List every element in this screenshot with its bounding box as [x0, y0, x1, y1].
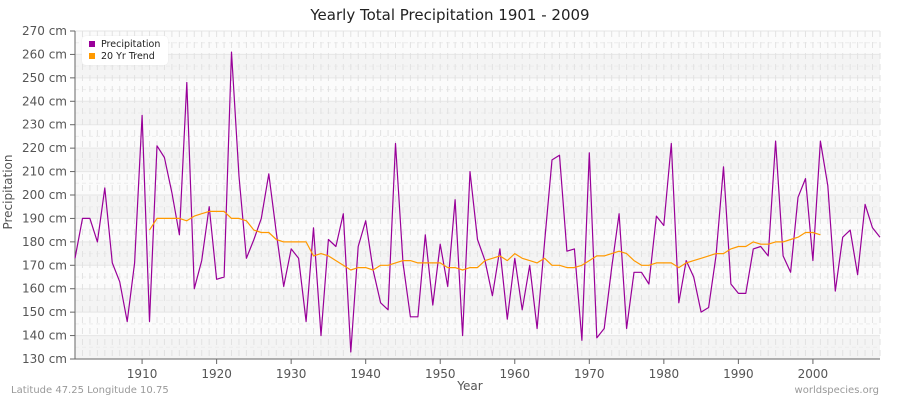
x-tick-label: 1960 — [499, 367, 530, 381]
x-tick-label: 1970 — [574, 367, 605, 381]
x-tick-label: 1950 — [425, 367, 456, 381]
y-tick-label: 230 cm — [22, 118, 67, 132]
x-axis-label: Year — [457, 379, 483, 393]
x-tick-label: 1920 — [201, 367, 232, 381]
y-tick-label: 200 cm — [22, 188, 67, 202]
y-tick-label: 210 cm — [22, 165, 67, 179]
y-tick-label: 260 cm — [22, 47, 67, 61]
source-caption: worldspecies.org — [794, 385, 879, 396]
y-axis-label: Precipitation — [1, 154, 15, 230]
y-tick-label: 160 cm — [22, 282, 67, 296]
legend-item-trend: 20 Yr Trend — [89, 50, 160, 62]
trend-swatch-icon — [89, 53, 95, 59]
y-tick-label: 140 cm — [22, 329, 67, 343]
x-tick-label: 1940 — [350, 367, 381, 381]
y-tick-label: 130 cm — [22, 352, 67, 366]
legend-item-precipitation: Precipitation — [89, 38, 160, 50]
y-tick-label: 180 cm — [22, 235, 67, 249]
precipitation-line — [74, 51, 881, 353]
legend-label: Precipitation — [101, 38, 161, 50]
y-tick-label: 170 cm — [22, 258, 67, 272]
chart-title: Yearly Total Precipitation 1901 - 2009 — [310, 6, 590, 24]
trend-line — [148, 210, 821, 271]
y-tick-label: 150 cm — [22, 305, 67, 319]
precipitation-swatch-icon — [89, 41, 95, 47]
location-caption: Latitude 47.25 Longitude 10.75 — [11, 385, 169, 396]
y-tick-label: 250 cm — [22, 71, 67, 85]
x-tick-label: 1910 — [127, 367, 158, 381]
y-tick-label: 240 cm — [22, 94, 67, 108]
x-tick-label: 1930 — [276, 367, 307, 381]
x-tick-label: 2000 — [798, 367, 829, 381]
y-tick-label: 270 cm — [22, 24, 67, 38]
legend-label: 20 Yr Trend — [101, 50, 155, 62]
y-tick-label: 190 cm — [22, 211, 67, 225]
legend: Precipitation 20 Yr Trend — [82, 36, 169, 65]
y-tick-label: 220 cm — [22, 141, 67, 155]
x-tick-label: 1980 — [649, 367, 680, 381]
x-tick-label: 1990 — [723, 367, 754, 381]
